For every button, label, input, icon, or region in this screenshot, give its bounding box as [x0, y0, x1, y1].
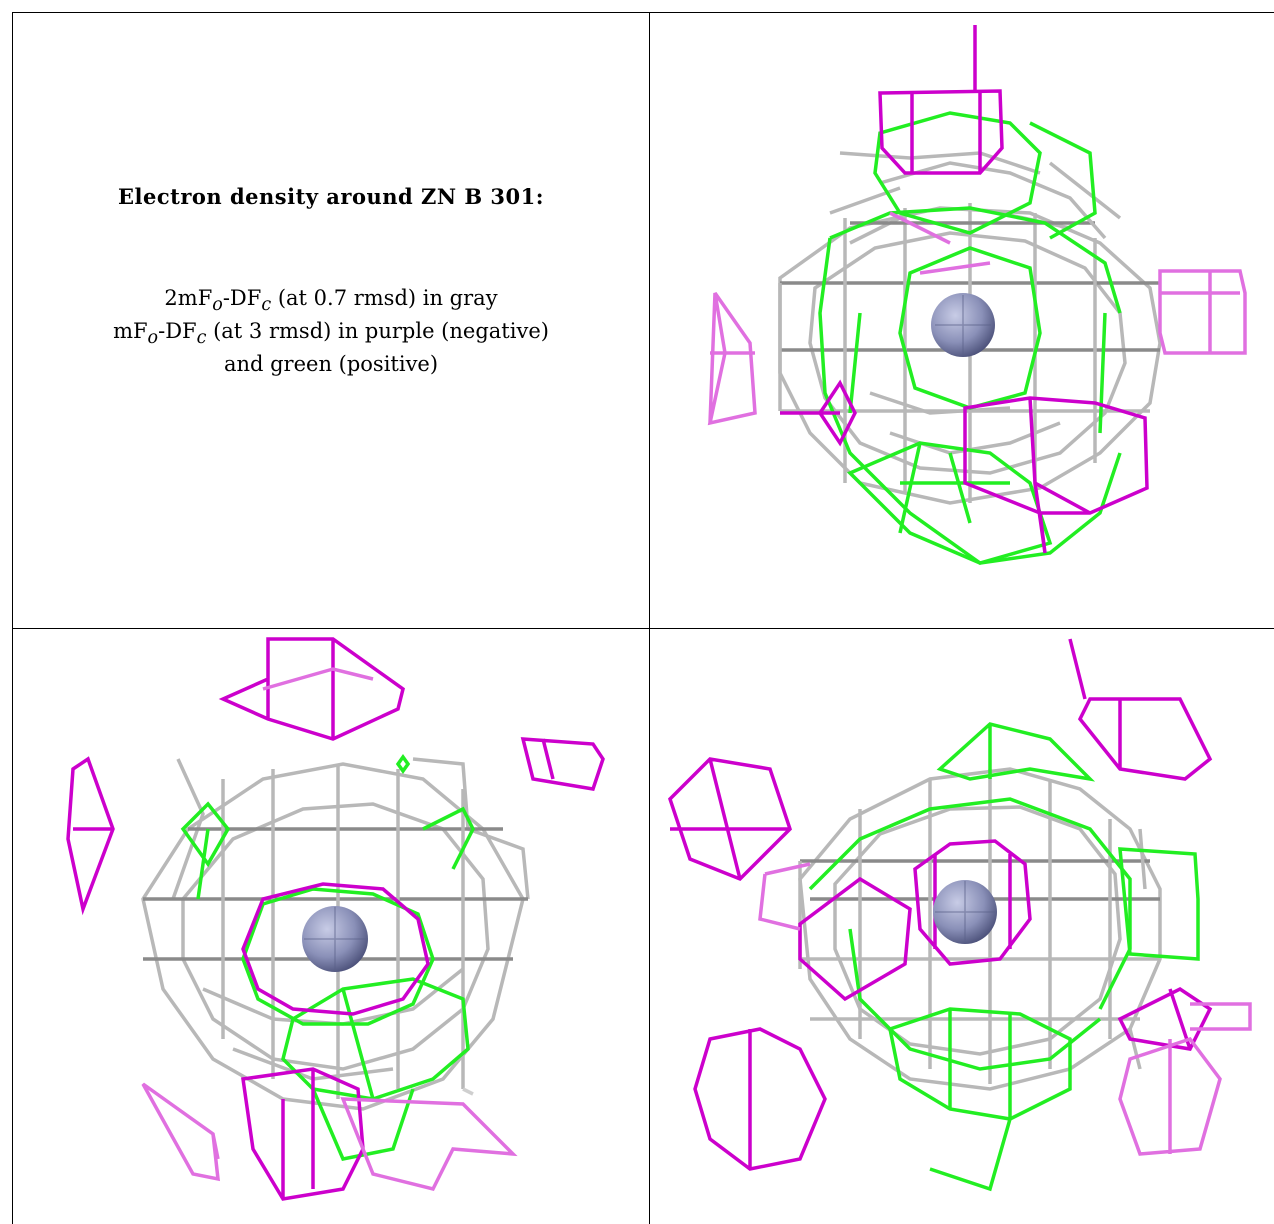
caption-title: Electron density around ZN B 301:	[118, 184, 544, 209]
gray-mesh	[141, 757, 530, 1111]
density-view-1-svg	[707, 25, 1247, 565]
purple-mesh-light	[758, 862, 1252, 1156]
figure-grid	[12, 12, 1274, 1224]
caption-line-positive: and green (positive)	[223, 352, 439, 376]
grid-divider-horizontal	[12, 628, 1274, 629]
caption-line-gray: 2mFo-DFc (at 0.7 rmsd) in gray	[164, 286, 498, 316]
density-view-3-svg	[667, 638, 1252, 1192]
zinc-sphere-icon	[931, 293, 995, 357]
purple-mesh-negative	[66, 637, 605, 1201]
caption-panel: Electron density around ZN B 301: 2mFo-D…	[14, 14, 648, 626]
density-view-3	[650, 629, 1274, 1224]
zinc-sphere-icon	[933, 880, 997, 944]
density-view-2-svg	[66, 637, 605, 1201]
caption-line-difference: mFo-DFc (at 3 rmsd) in purple (negative)	[113, 319, 549, 349]
purple-mesh-negative	[667, 638, 1213, 1171]
zinc-sphere-icon	[302, 906, 368, 972]
green-mesh-positive	[818, 111, 1122, 565]
density-view-2	[13, 629, 648, 1224]
purple-mesh-negative	[780, 25, 1149, 554]
density-view-1	[650, 13, 1274, 627]
purple-mesh-light	[707, 211, 1247, 426]
purple-mesh-light	[141, 667, 518, 1192]
grid-divider-vertical	[649, 12, 650, 1224]
green-mesh-positive	[808, 722, 1200, 1192]
green-mesh-positive	[180, 753, 475, 1161]
